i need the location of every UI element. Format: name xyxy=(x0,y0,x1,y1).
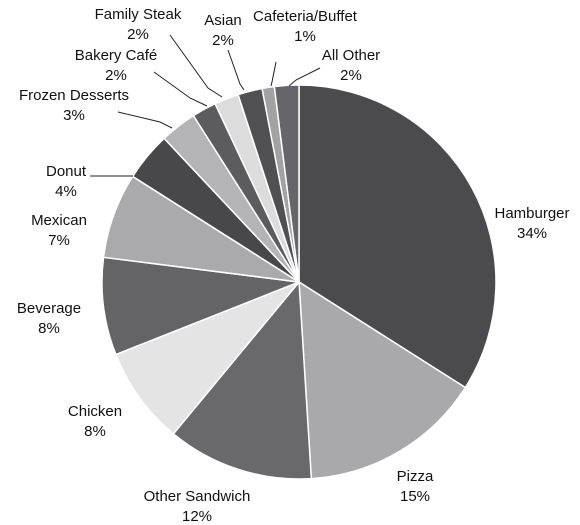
slice-value-bakery-caf: 2% xyxy=(105,67,127,84)
leader-lines xyxy=(90,34,321,177)
slice-label-donut: Donut xyxy=(46,163,87,180)
slice-label-hamburger: Hamburger xyxy=(494,205,569,222)
pie-slice-all-other xyxy=(273,84,300,283)
pie-slice-chicken xyxy=(115,281,300,435)
slice-value-mexican: 7% xyxy=(48,232,70,249)
slice-value-beverage: 8% xyxy=(38,320,60,337)
slice-label-bakery-caf: Bakery Café xyxy=(75,47,158,64)
leader-line-cafeteria-buffet xyxy=(270,61,277,87)
slice-label-mexican: Mexican xyxy=(31,212,87,229)
leader-line-frozen-desserts xyxy=(117,111,173,129)
slice-label-cafeteria-buffet: Cafeteria/Buffet xyxy=(253,8,358,25)
slice-value-pizza: 15% xyxy=(400,488,430,505)
slice-value-hamburger: 34% xyxy=(517,225,547,242)
pie-slice-pizza xyxy=(298,281,467,480)
slice-label-asian: Asian xyxy=(204,12,242,29)
slice-value-all-other: 2% xyxy=(340,67,362,84)
leader-line-family-steak xyxy=(169,34,223,98)
slice-value-other-sandwich: 12% xyxy=(182,508,212,525)
slice-label-frozen-desserts: Frozen Desserts xyxy=(19,87,129,104)
leader-line-all-other xyxy=(288,67,321,87)
slice-label-family-steak: Family Steak xyxy=(95,6,182,23)
pie-slice-hamburger xyxy=(298,84,497,389)
slice-labels: Hamburger 34% Pizza 15% Other Sandwich 12% Chi… xyxy=(17,6,570,525)
slice-label-beverage: Beverage xyxy=(17,300,81,317)
pie-slices xyxy=(101,84,497,480)
slice-label-all-other: All Other xyxy=(322,47,380,64)
slice-label-other-sandwich: Other Sandwich xyxy=(144,488,251,505)
slice-value-asian: 2% xyxy=(212,32,234,49)
slice-value-cafeteria-buffet: 1% xyxy=(294,28,316,45)
pie-slice-beverage xyxy=(101,256,300,356)
leader-line-bakery-caf xyxy=(153,71,208,107)
slice-value-family-steak: 2% xyxy=(127,26,149,43)
pie-slice-other-sandwich xyxy=(172,281,313,480)
slice-label-pizza: Pizza xyxy=(397,468,434,485)
leader-line-asian xyxy=(227,49,245,91)
slice-value-chicken: 8% xyxy=(84,423,106,440)
slice-value-donut: 4% xyxy=(55,183,77,200)
slice-value-frozen-desserts: 3% xyxy=(63,107,85,124)
slice-label-chicken: Chicken xyxy=(68,403,122,420)
